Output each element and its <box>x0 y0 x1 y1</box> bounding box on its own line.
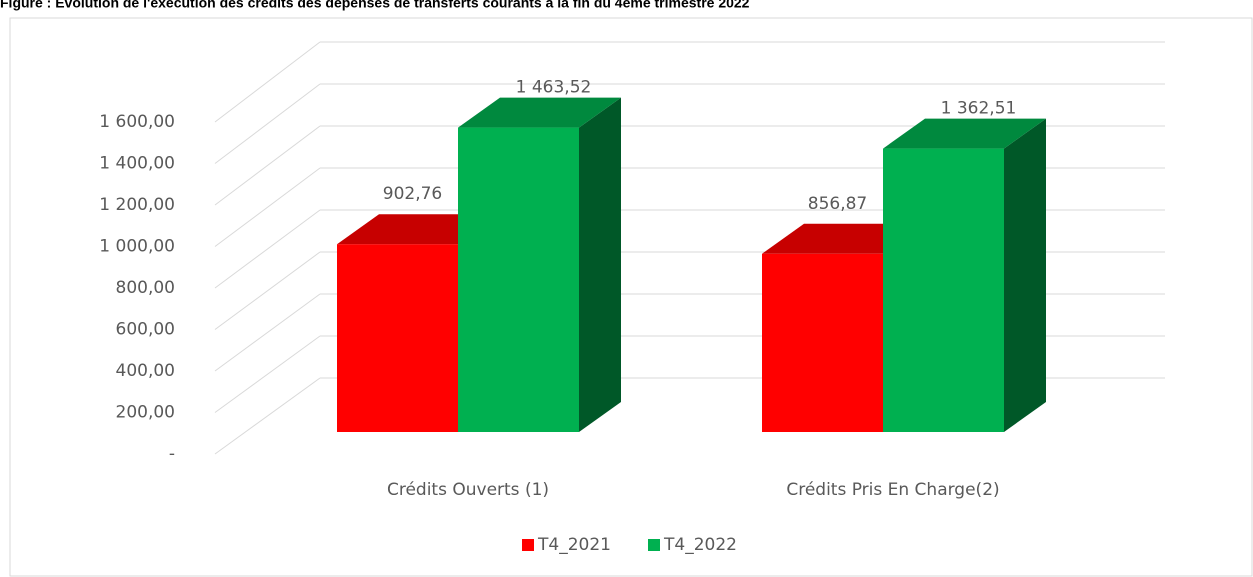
value-label: 1 362,51 <box>941 99 1017 119</box>
side-grid-line <box>214 167 321 247</box>
side-grid-line <box>214 377 321 455</box>
y-tick-label: 1 600,00 <box>99 112 175 132</box>
y-tick-label: 1 200,00 <box>99 195 175 215</box>
side-grid-line <box>214 335 321 413</box>
value-label: 856,87 <box>808 194 867 214</box>
side-grid-line <box>214 125 321 206</box>
y-tick-label: 1 000,00 <box>99 237 175 257</box>
bar-top <box>458 97 621 128</box>
y-tick-label: 1 400,00 <box>99 154 175 174</box>
bar-top <box>883 118 1046 149</box>
chart-title: Figure : Évolution de l'exécution des cr… <box>0 0 750 11</box>
legend-swatch <box>522 539 534 551</box>
side-grid-line <box>214 209 321 289</box>
side-grid-line <box>214 251 321 330</box>
x-tick-label: Crédits Ouverts (1) <box>387 480 549 500</box>
side-grid-line <box>214 293 321 372</box>
value-label: 1 463,52 <box>516 78 592 98</box>
legend-label: T4_2021 <box>537 535 611 555</box>
legend-swatch <box>648 539 660 551</box>
bar-side <box>579 97 621 433</box>
bar <box>883 148 1004 433</box>
x-tick-label: Crédits Pris En Charge(2) <box>786 480 999 500</box>
side-grid-line <box>214 41 321 123</box>
bar <box>337 244 458 432</box>
chart-border <box>9 17 1253 577</box>
side-grid-line <box>214 83 321 164</box>
bar <box>762 253 883 432</box>
legend-label: T4_2022 <box>663 535 737 555</box>
bar-side <box>1004 118 1046 432</box>
y-tick-label: 800,00 <box>116 278 175 298</box>
value-label: 902,76 <box>383 184 442 204</box>
y-tick-label: 400,00 <box>116 361 175 381</box>
y-tick-label: 200,00 <box>116 403 175 423</box>
y-tick-label: 600,00 <box>116 320 175 340</box>
bar <box>458 127 579 433</box>
y-tick-label: - <box>169 444 175 464</box>
